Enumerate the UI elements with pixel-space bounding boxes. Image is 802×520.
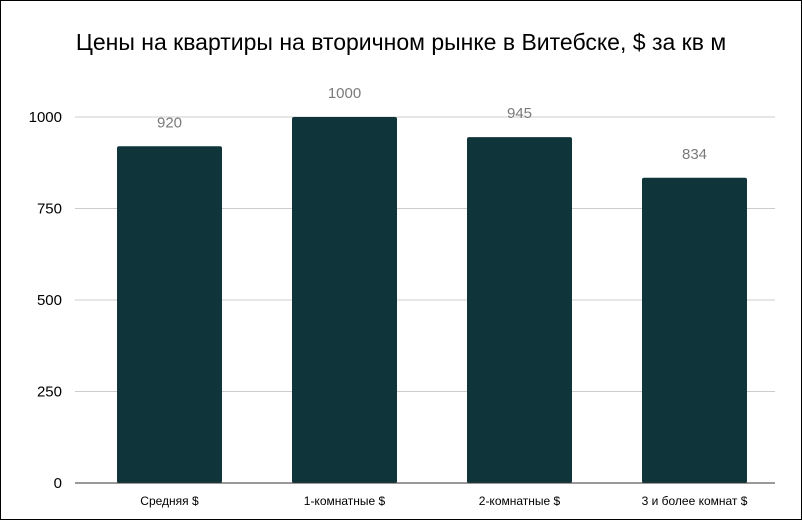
- y-tick-label: 1000: [29, 109, 62, 126]
- bar-2: [292, 117, 397, 483]
- data-label: 920: [157, 114, 182, 131]
- x-category-label: 2-комнатные $: [479, 494, 561, 508]
- x-category-label: Средняя $: [140, 494, 199, 508]
- y-tick-label: 250: [37, 384, 62, 401]
- data-label: 945: [507, 105, 532, 122]
- bars: [117, 117, 747, 484]
- data-label: 834: [682, 146, 707, 163]
- y-tick-label: 750: [37, 201, 62, 218]
- data-label: 1000: [328, 85, 361, 102]
- labels: 0 250 500 750 1000 920 Средняя $ 1000 1-комнатны…: [29, 85, 748, 508]
- y-tick-label: 0: [54, 475, 62, 492]
- x-category-label: 1-комнатные $: [304, 494, 386, 508]
- chart-title: Цены на квартиры на вторичном рынке в Ви…: [75, 29, 727, 55]
- x-category-label: 3 и более комнат $: [642, 494, 748, 508]
- bar-3: [467, 137, 572, 483]
- bar-4: [642, 177, 747, 484]
- bar-1: [117, 146, 222, 483]
- y-tick-label: 500: [37, 292, 62, 309]
